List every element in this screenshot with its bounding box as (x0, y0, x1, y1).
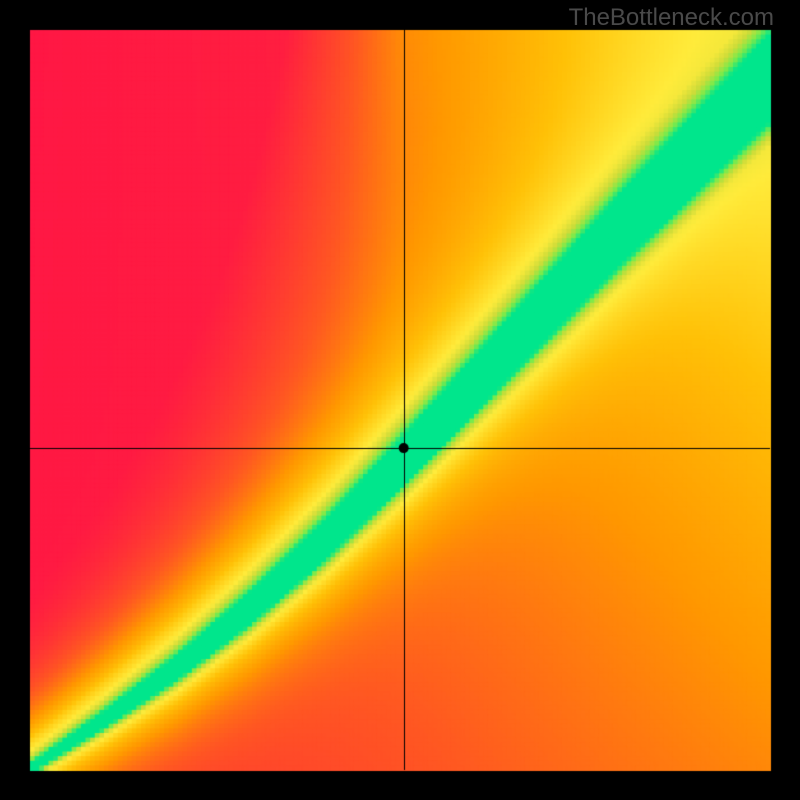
bottleneck-heatmap (0, 0, 800, 800)
watermark-label: TheBottleneck.com (569, 4, 774, 32)
